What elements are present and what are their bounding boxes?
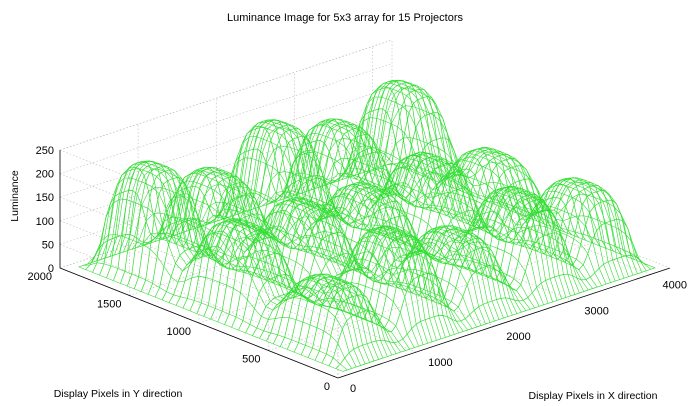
mesh-column-line (261, 191, 527, 311)
grid-line (59, 39, 393, 151)
mesh-row-line (217, 154, 531, 323)
z-tick-label: 200 (36, 169, 54, 181)
mesh-column-line (328, 175, 593, 289)
mesh-column-line (199, 214, 464, 332)
mesh-column-line (390, 163, 656, 269)
y-tick-label: 0 (324, 381, 330, 393)
grid-line (198, 212, 532, 324)
mesh-column-line (87, 234, 352, 369)
mesh-column-line (131, 212, 397, 354)
tick-labels: 0100020003000400005001000150020000501001… (28, 145, 687, 395)
mesh-column-line (207, 208, 473, 329)
mesh-column-line (355, 82, 620, 280)
mesh-column-line (225, 125, 491, 323)
y-axis-label: Display Pixels in Y direction (54, 388, 183, 400)
mesh-column-line (141, 237, 406, 351)
mesh-column-line (386, 161, 651, 270)
z-axis-label: Luminance (9, 170, 21, 222)
mesh-column-line (136, 232, 402, 353)
mesh-column-line (167, 169, 433, 342)
y-tick-label: 1000 (167, 326, 191, 338)
mesh-column-line (350, 86, 616, 282)
y-tick-label: 1500 (97, 299, 121, 311)
mesh-column-line (381, 137, 647, 271)
mesh-column-line (364, 79, 629, 277)
mesh-column-line (368, 80, 634, 276)
grid-line (59, 110, 393, 222)
grid-line (372, 164, 651, 275)
grid-line (59, 157, 393, 269)
z-tick-label: 50 (42, 239, 54, 251)
mesh-column-line (83, 262, 348, 371)
chart-title: Luminance Image for 5x3 array for 15 Pro… (227, 12, 464, 24)
mesh-column-line (118, 161, 384, 359)
axes-box (59, 39, 671, 379)
mesh-column-line (234, 120, 500, 320)
mesh-column-line (221, 136, 486, 325)
z-tick-label: 0 (48, 263, 54, 275)
mesh-column-line (194, 202, 460, 334)
mesh-column-line (270, 190, 535, 308)
grid-line (59, 244, 339, 355)
mesh-column-line (78, 266, 343, 372)
z-tick-label: 150 (36, 192, 54, 204)
mesh-column-line (332, 167, 598, 288)
mesh-column-line (306, 118, 571, 296)
mesh-column-line (346, 96, 611, 283)
x-axis-label: Display Pixels in X direction (529, 390, 658, 402)
mesh-column-line (100, 167, 366, 365)
y-axis-line (59, 267, 339, 379)
mesh-column-line (149, 216, 415, 348)
mesh-column-line (274, 172, 540, 307)
x-tick-label: 1000 (428, 357, 452, 369)
mesh-column-line (341, 117, 607, 285)
mesh-column-line (359, 81, 625, 279)
x-tick-label: 2000 (506, 331, 530, 343)
z-tick-label: 250 (36, 145, 54, 157)
mesh-column-line (256, 171, 522, 313)
z-tick-label: 100 (36, 216, 54, 228)
mesh-column-line (145, 232, 410, 350)
box-edge (59, 39, 393, 151)
mesh-column-line (279, 149, 544, 305)
mesh-column-line (248, 127, 513, 316)
mesh-column-line (324, 172, 589, 291)
mesh-column-line (377, 105, 643, 273)
luminance-mesh (78, 79, 656, 372)
mesh-column-line (176, 166, 442, 339)
mesh-column-line (239, 119, 504, 319)
mesh-column-line (96, 177, 361, 366)
mesh-column-line (158, 180, 424, 345)
x-axis-line (337, 267, 671, 379)
grid-line (59, 86, 393, 198)
grid-line (268, 240, 601, 351)
mesh-column-line (301, 118, 567, 298)
mesh-column-line (216, 157, 482, 326)
mesh-column-line (105, 163, 370, 363)
mesh-column-line (230, 122, 495, 322)
mesh-column-line (373, 87, 638, 274)
mesh-column-line (337, 145, 602, 286)
mesh-column-line (266, 196, 531, 310)
grid-line (59, 220, 339, 332)
mesh-column-line (127, 186, 393, 356)
mesh-column-line (154, 195, 419, 347)
mesh-column-line (212, 186, 477, 328)
grid-line (129, 185, 462, 296)
x-tick-label: 3000 (584, 305, 608, 317)
mesh-column-line (252, 145, 518, 314)
mesh-column-line (297, 119, 562, 299)
grid-line (59, 63, 393, 174)
x-tick-label: 4000 (662, 279, 686, 291)
y-tick-label: 2000 (28, 271, 52, 283)
y-tick-label: 500 (242, 354, 260, 366)
mesh-column-line (203, 216, 469, 331)
grid-line (59, 173, 339, 284)
x-tick-label: 0 (350, 383, 356, 395)
